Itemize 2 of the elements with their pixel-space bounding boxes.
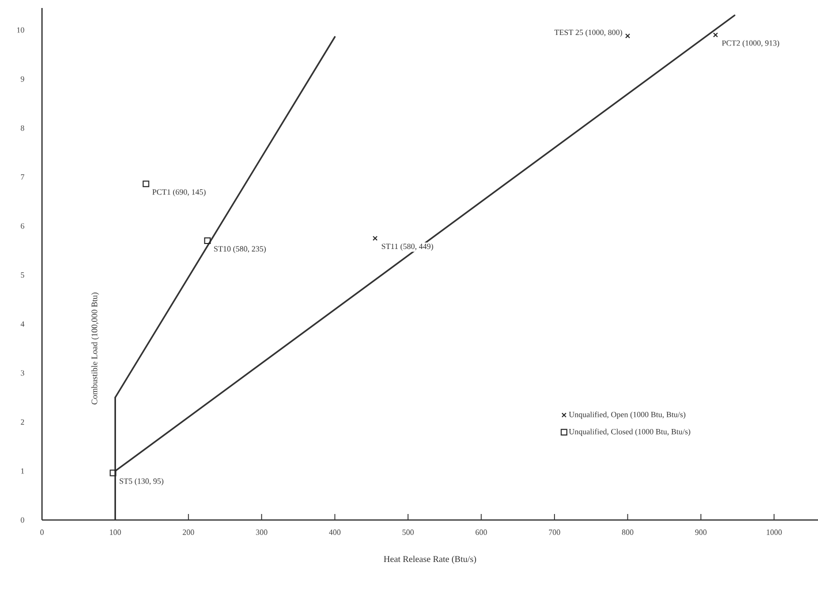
- x-axis-title: Heat Release Rate (Btu/s): [384, 556, 476, 564]
- y-axis-title: Combustible Load (100,000 Btu): [91, 292, 100, 404]
